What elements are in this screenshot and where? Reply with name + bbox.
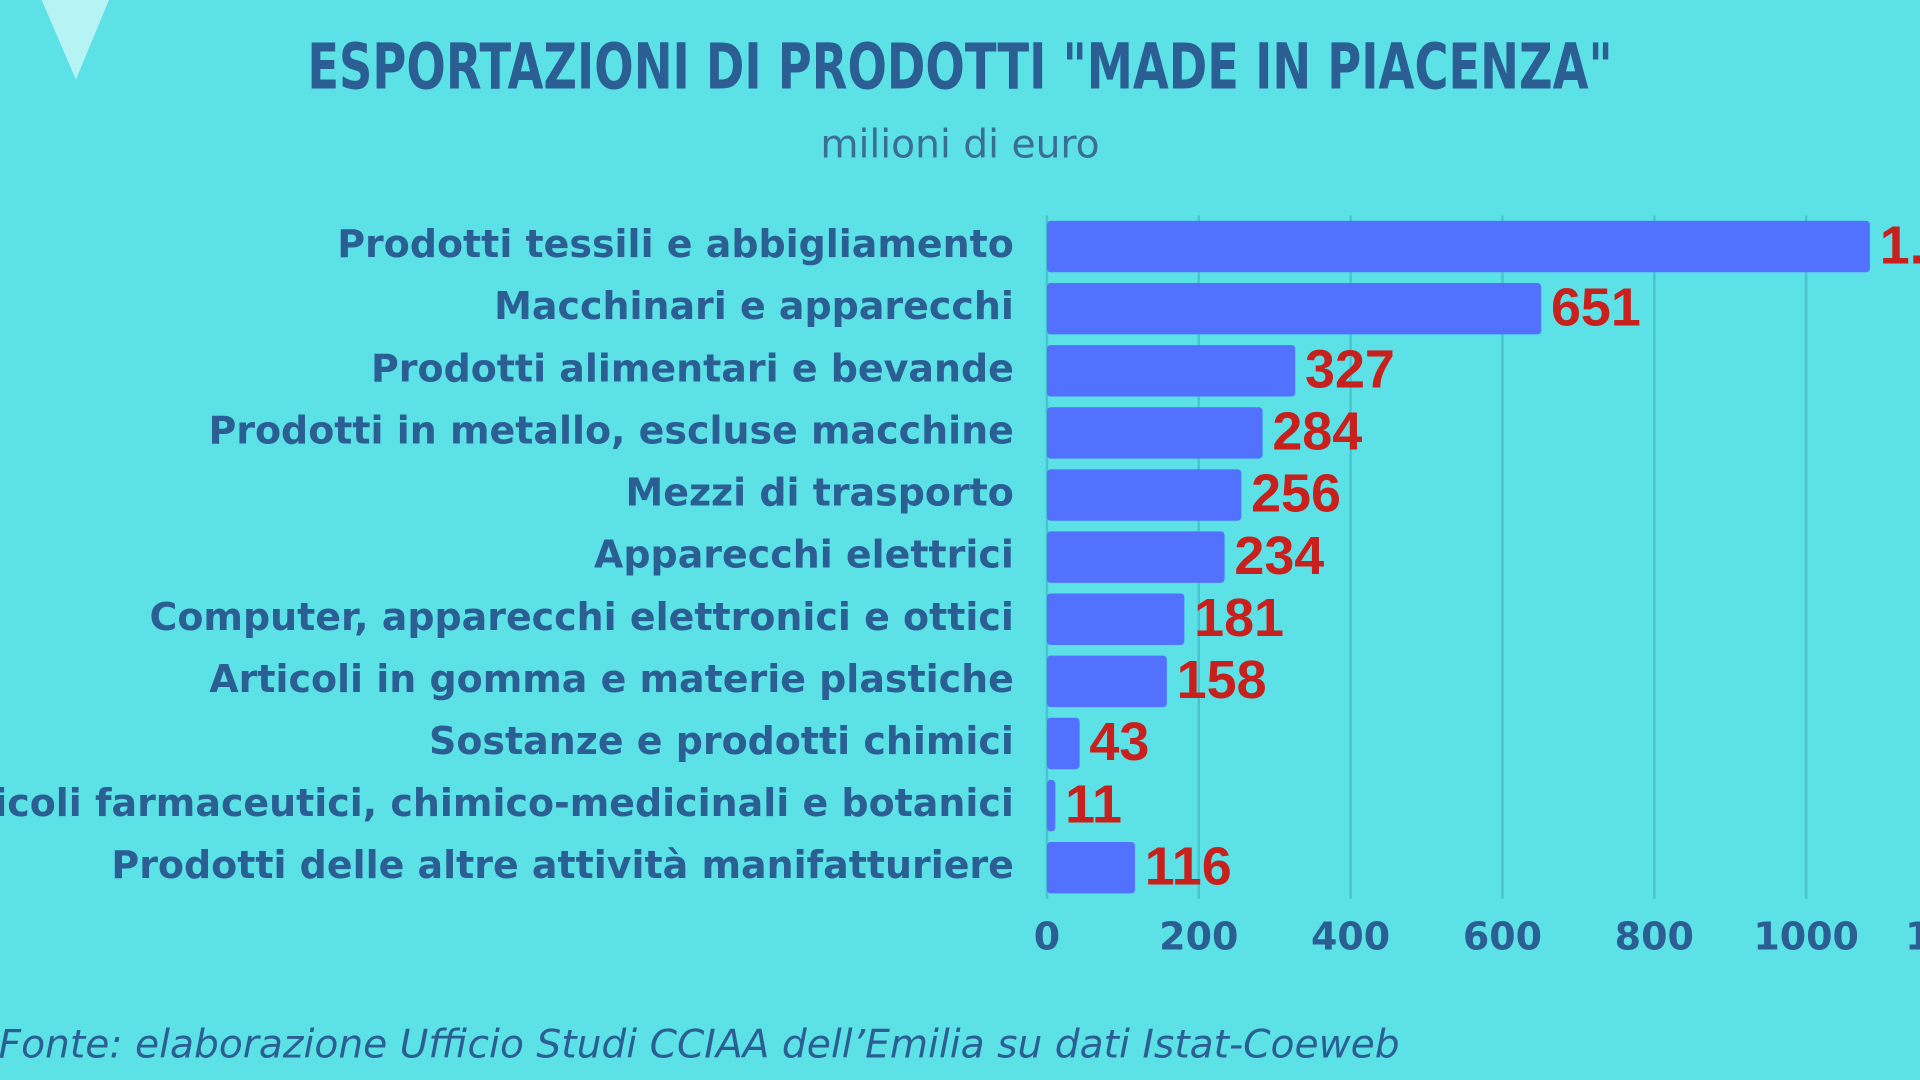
category-label: Articoli in gomma e materie plastiche bbox=[209, 657, 1014, 701]
category-label: Macchinari e apparecchi bbox=[494, 284, 1014, 328]
value-label: 327 bbox=[1305, 339, 1395, 399]
x-tick-label: 400 bbox=[1311, 915, 1390, 959]
category-label: Sostanze e prodotti chimici bbox=[429, 719, 1014, 763]
x-tick-label: 1200 bbox=[1905, 915, 1920, 959]
bar bbox=[1046, 220, 1870, 273]
bar bbox=[1046, 345, 1296, 397]
decoration bbox=[41, 0, 109, 80]
bar bbox=[1046, 717, 1080, 770]
x-tick-label: 1000 bbox=[1753, 915, 1859, 959]
bar bbox=[1046, 531, 1225, 583]
bar bbox=[1046, 779, 1056, 832]
bar bbox=[1046, 593, 1185, 645]
value-label: 11 bbox=[1065, 774, 1122, 834]
category-label: Prodotti delle altre attività manifattur… bbox=[111, 843, 1013, 887]
value-label: 234 bbox=[1234, 526, 1324, 586]
category-label: Prodotti in metallo, escluse macchine bbox=[208, 408, 1013, 452]
bar bbox=[1046, 655, 1167, 708]
category-label: Mezzi di trasporto bbox=[625, 471, 1013, 515]
value-label: 651 bbox=[1551, 277, 1641, 337]
value-label: 116 bbox=[1145, 836, 1232, 896]
x-tick-label: 0 bbox=[1034, 915, 1060, 959]
bar bbox=[1046, 842, 1136, 894]
value-label: 284 bbox=[1272, 402, 1362, 462]
category-label: Prodotti alimentari e bevande bbox=[371, 346, 1014, 390]
x-tick-label: 800 bbox=[1615, 915, 1694, 959]
value-label: 181 bbox=[1194, 588, 1284, 648]
bar bbox=[1046, 282, 1542, 335]
value-label: 1.084 bbox=[1880, 215, 1920, 275]
bar bbox=[1046, 407, 1263, 459]
chart-title: ESPORTAZIONI DI PRODOTTI "MADE IN PIACEN… bbox=[307, 31, 1612, 105]
category-label: Prodotti tessili e abbigliamento bbox=[337, 222, 1014, 266]
source-note: Fonte: elaborazione Ufficio Studi CCIAA … bbox=[0, 1022, 1400, 1067]
category-label: Articoli farmaceutici, chimico-medicinal… bbox=[0, 781, 1014, 825]
bar bbox=[1046, 469, 1242, 521]
x-tick-label: 600 bbox=[1463, 915, 1542, 959]
x-tick-label: 200 bbox=[1159, 915, 1238, 959]
value-label: 43 bbox=[1089, 712, 1149, 772]
chart-subtitle: milioni di euro bbox=[820, 122, 1099, 167]
value-label: 256 bbox=[1251, 464, 1341, 524]
category-label: Computer, apparecchi elettronici e ottic… bbox=[150, 595, 1014, 639]
value-label: 158 bbox=[1177, 650, 1267, 710]
category-label: Apparecchi elettrici bbox=[594, 533, 1014, 577]
